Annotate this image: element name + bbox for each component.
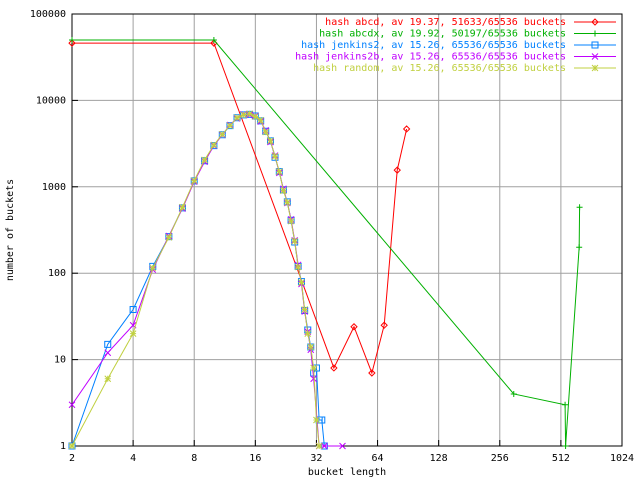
point-marker	[226, 122, 234, 130]
x-tick-label: 32	[310, 453, 322, 464]
legend-marker	[591, 41, 599, 49]
point-marker	[318, 416, 326, 424]
legend-marker	[591, 64, 599, 72]
point-marker	[320, 442, 328, 450]
point-marker	[275, 168, 283, 176]
x-tick-label: 512	[552, 453, 570, 464]
point-marker	[240, 111, 247, 119]
point-marker	[210, 142, 218, 150]
x-tick-label: 1024	[610, 453, 634, 464]
point-marker	[562, 443, 569, 449]
point-marker	[246, 110, 253, 118]
point-marker	[257, 116, 265, 124]
point-marker	[190, 177, 198, 184]
point-marker	[210, 141, 218, 149]
point-marker	[297, 278, 305, 286]
legend-marker	[592, 30, 598, 37]
plot-border	[71, 13, 623, 447]
x-tick-label: 2	[69, 453, 75, 464]
point-marker	[104, 375, 112, 383]
point-marker	[218, 130, 226, 138]
point-marker	[301, 307, 309, 315]
point-marker	[226, 122, 234, 130]
point-marker	[576, 244, 583, 251]
point-marker	[262, 128, 270, 136]
point-marker	[368, 369, 376, 377]
point-marker	[304, 330, 312, 337]
x-tick-label: 16	[249, 453, 261, 464]
point-marker	[562, 401, 569, 408]
point-marker	[330, 364, 338, 372]
point-marker	[68, 401, 76, 409]
point-marker	[149, 264, 157, 272]
point-marker	[129, 330, 137, 337]
point-marker	[218, 131, 226, 139]
point-marker	[310, 375, 317, 383]
x-tick-label: 8	[191, 453, 197, 464]
point-marker	[510, 390, 517, 397]
point-marker	[287, 217, 295, 225]
y-tick-label: 100000	[30, 9, 66, 20]
point-marker	[280, 187, 287, 195]
point-marker	[104, 349, 112, 357]
point-marker	[201, 156, 208, 164]
point-marker	[310, 364, 317, 372]
point-marker	[402, 125, 411, 133]
point-marker	[315, 442, 323, 450]
point-marker	[69, 37, 75, 44]
x-tick-label: 256	[491, 453, 509, 464]
point-marker	[380, 321, 388, 329]
legend-label: hash jenkins2b, av 15.26, 65536/65536 bu…	[295, 52, 566, 63]
point-marker	[267, 137, 274, 145]
point-marker	[339, 442, 346, 450]
point-marker	[165, 233, 173, 241]
x-tick-label: 128	[430, 453, 448, 464]
legend-label: hash abcdx, av 19.92, 50197/65536 bucket…	[319, 29, 566, 40]
point-marker	[301, 306, 309, 313]
point-marker	[179, 203, 186, 211]
series-line	[72, 42, 408, 375]
legend-marker	[591, 53, 599, 60]
point-marker	[68, 442, 76, 450]
point-marker	[291, 237, 299, 245]
point-marker	[283, 199, 291, 206]
y-tick-label: 100	[48, 268, 66, 279]
point-marker	[298, 279, 305, 286]
point-marker	[275, 168, 283, 175]
y-tick-label: 10000	[36, 95, 66, 106]
legend-label: hash jenkins2, av 15.26, 65536/65536 buc…	[301, 40, 566, 51]
point-marker	[271, 153, 279, 160]
y-axis-label: number of buckets	[5, 179, 16, 281]
point-marker	[68, 39, 76, 47]
y-tick-label: 1000	[42, 182, 66, 193]
point-marker	[350, 323, 358, 331]
point-marker	[149, 262, 157, 270]
series-line	[71, 113, 320, 447]
series-line	[72, 39, 581, 447]
point-marker	[233, 114, 241, 122]
point-marker	[307, 343, 315, 351]
legend-label: hash abcd, av 19.37, 51633/65536 buckets	[325, 17, 566, 28]
point-marker	[307, 343, 315, 351]
y-tick-label: 10	[54, 355, 66, 366]
x-tick-label: 64	[372, 453, 384, 464]
series-line	[71, 113, 325, 447]
x-axis-label: bucket length	[308, 467, 386, 478]
legend-marker	[591, 18, 599, 26]
point-marker	[294, 263, 302, 271]
point-marker	[104, 340, 112, 348]
point-marker	[576, 204, 583, 211]
point-marker	[251, 113, 259, 120]
legend-label: hash random, av 15.26, 65536/65536 bucke…	[313, 63, 566, 74]
y-tick-label: 1	[60, 441, 66, 452]
point-marker	[313, 416, 320, 424]
point-marker	[287, 216, 295, 224]
x-tick-label: 4	[130, 453, 136, 464]
point-marker	[210, 37, 217, 44]
point-marker	[129, 306, 137, 314]
point-marker	[393, 166, 401, 174]
